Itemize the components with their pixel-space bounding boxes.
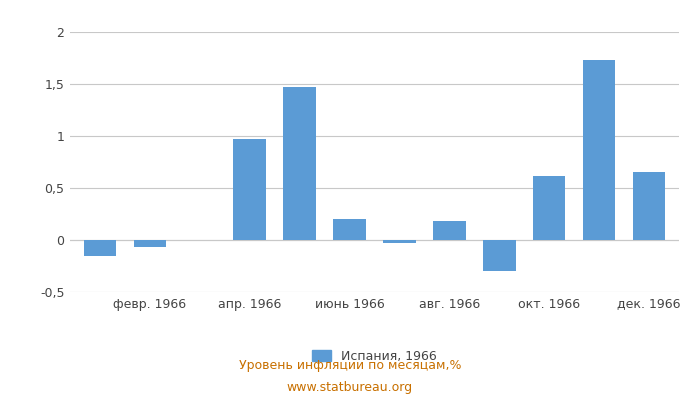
Bar bbox=[284, 87, 316, 240]
Bar bbox=[383, 240, 416, 243]
Bar bbox=[234, 139, 266, 240]
Bar bbox=[583, 60, 615, 240]
Bar bbox=[84, 240, 116, 256]
Bar bbox=[533, 176, 566, 240]
Text: www.statbureau.org: www.statbureau.org bbox=[287, 382, 413, 394]
Text: Уровень инфляции по месяцам,%: Уровень инфляции по месяцам,% bbox=[239, 360, 461, 372]
Bar bbox=[483, 240, 515, 271]
Bar bbox=[333, 219, 366, 240]
Bar bbox=[433, 221, 466, 240]
Bar bbox=[633, 172, 665, 240]
Legend: Испания, 1966: Испания, 1966 bbox=[307, 345, 442, 368]
Bar bbox=[134, 240, 166, 247]
